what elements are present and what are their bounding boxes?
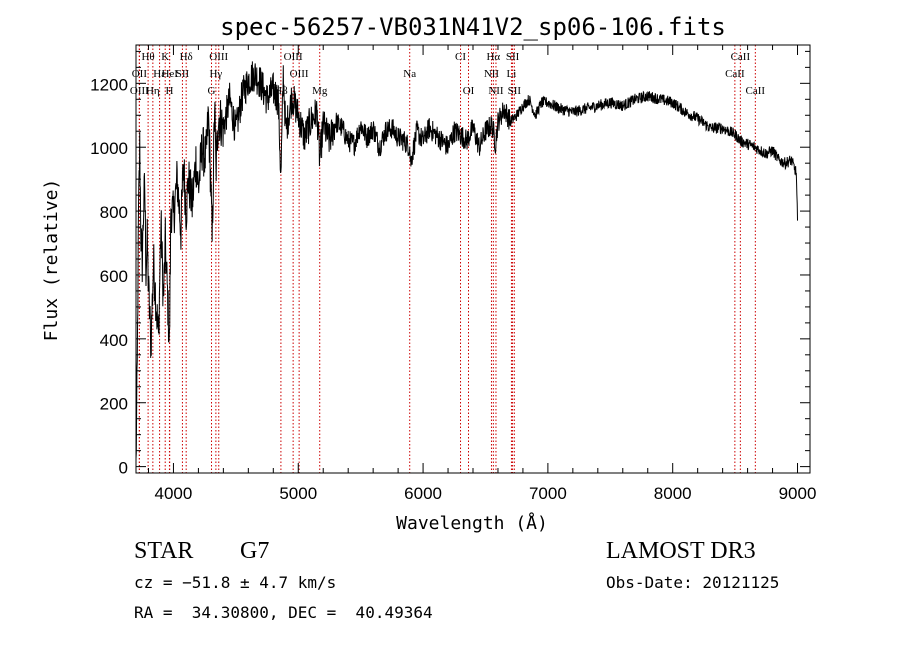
- x-tick-label-5: 9000: [779, 484, 817, 503]
- y-tick-label-2: 400: [100, 331, 128, 350]
- line-label-6: Hα: [486, 51, 500, 63]
- x-axis-label: Wavelength (Å): [396, 512, 548, 534]
- spectrum-series: [135, 61, 799, 459]
- line-label-12: SII: [176, 68, 190, 80]
- y-tick-label-4: 800: [100, 203, 128, 222]
- line-label-19: OIII: [130, 85, 149, 97]
- line-label-7: SII: [506, 51, 520, 63]
- y-tick-label-0: 0: [119, 459, 128, 478]
- line-label-4: OIII: [284, 51, 303, 63]
- coordinates: RA = 34.30800, DEC = 40.49364: [134, 603, 433, 622]
- x-tick-label-0: 4000: [155, 484, 193, 503]
- y-axis: 0 200 400 600 800 1000 1200: [90, 50, 810, 478]
- x-tick-label-1: 5000: [279, 484, 317, 503]
- object-class: STAR: [134, 538, 194, 564]
- line-label-0: Hθ: [141, 51, 154, 63]
- spectrum-layer: [135, 61, 799, 459]
- line-label-15: Na: [403, 68, 416, 80]
- observation-date: Obs-Date: 20121125: [606, 573, 780, 592]
- line-label-26: NII: [488, 85, 504, 97]
- y-axis-label: Flux (relative): [41, 179, 62, 342]
- line-label-25: OI: [463, 85, 475, 97]
- y-tick-label-1: 200: [100, 395, 128, 414]
- line-label-2: Hδ: [180, 51, 193, 63]
- line-label-9: OII: [132, 68, 148, 80]
- line-label-16: NII: [484, 68, 500, 80]
- line-label-21: H: [165, 85, 173, 97]
- x-tick-label-2: 6000: [404, 484, 442, 503]
- line-label-22: G: [208, 85, 216, 97]
- line-label-17: Li: [507, 68, 517, 80]
- line-label-24: Mg: [312, 85, 328, 97]
- y-tick-label-3: 600: [100, 267, 128, 286]
- line-label-20: Hη: [146, 85, 160, 97]
- line-label-18: CaII: [725, 68, 745, 80]
- line-label-5: CI: [455, 51, 466, 63]
- line-label-3: OIII: [209, 51, 228, 63]
- line-label-10: Hε: [153, 68, 166, 80]
- line-label-11: HeI: [161, 68, 178, 80]
- x-tick-label-3: 7000: [529, 484, 567, 503]
- redshift-velocity: cz = −51.8 ± 4.7 km/s: [134, 573, 337, 592]
- line-label-8: CaII: [731, 51, 751, 63]
- y-tick-label-6: 1200: [90, 75, 128, 94]
- line-label-27: SII: [508, 85, 522, 97]
- survey-name: LAMOST DR3: [606, 538, 756, 564]
- line-label-28: CaII: [746, 85, 766, 97]
- x-axis: 4000 5000 6000 7000 8000 9000: [147, 45, 817, 503]
- line-label-14: OIII: [290, 68, 309, 80]
- line-label-13: Hγ: [209, 68, 222, 80]
- chart-title: spec-56257-VB031N41V2_sp06-106.fits: [220, 13, 726, 41]
- x-tick-label-4: 8000: [654, 484, 692, 503]
- y-tick-label-5: 1000: [90, 139, 128, 158]
- line-label-1: K: [161, 51, 169, 63]
- object-subclass: G7: [240, 538, 270, 564]
